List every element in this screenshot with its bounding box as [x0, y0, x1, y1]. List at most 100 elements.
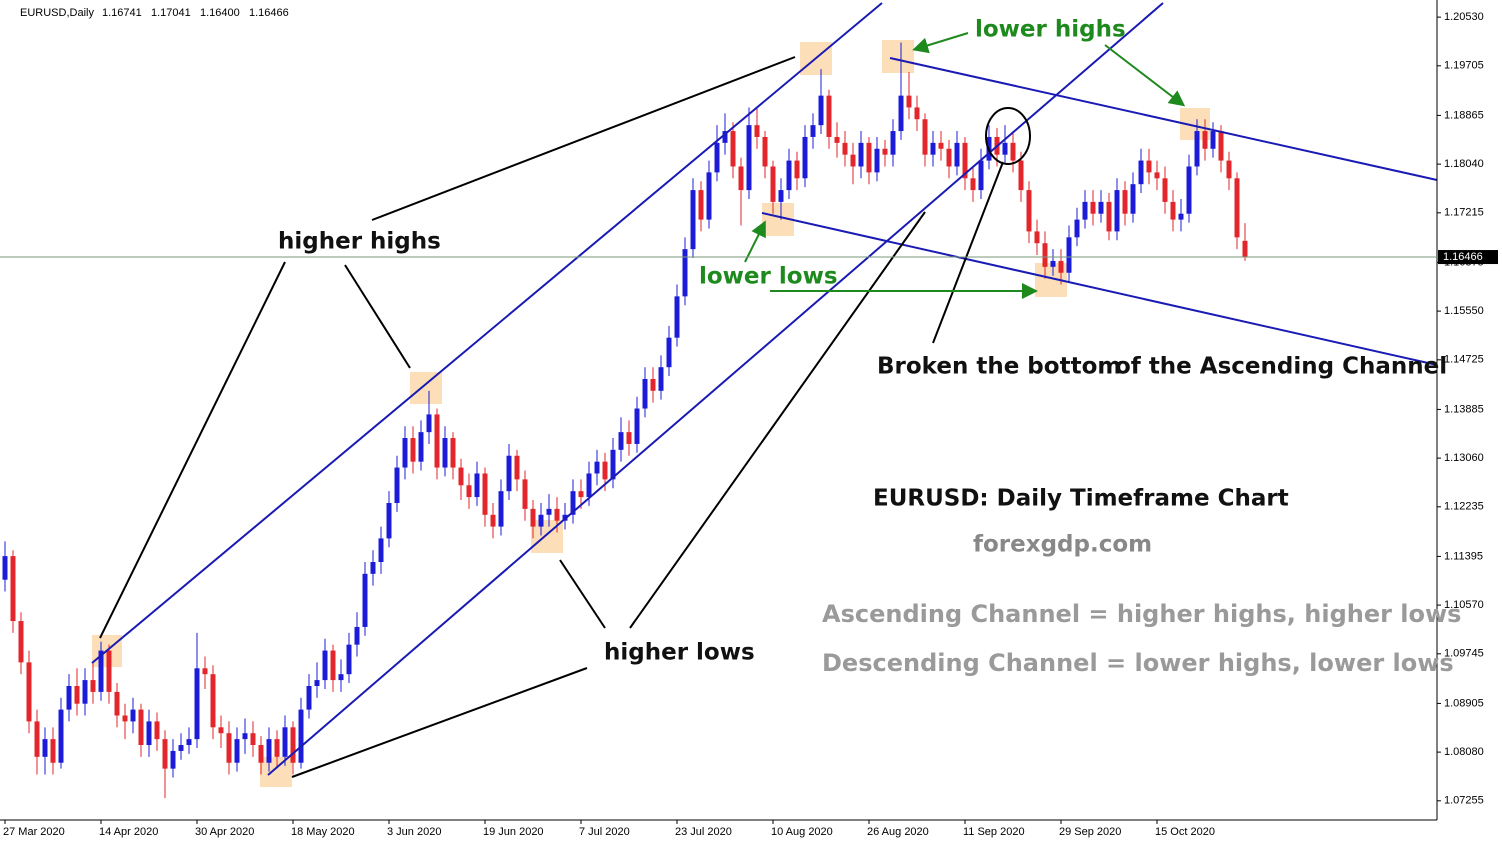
candle-body	[1026, 190, 1032, 232]
candle-body	[1122, 190, 1128, 214]
candle-body	[370, 562, 376, 574]
x-tick-label: 15 Oct 2020	[1155, 826, 1215, 838]
candle-body	[322, 650, 328, 681]
candle-body	[570, 491, 576, 515]
candle-body	[514, 455, 520, 480]
candle-body	[434, 414, 440, 468]
candle-body	[90, 680, 96, 692]
candle-body	[794, 160, 800, 179]
candle-body	[26, 662, 32, 722]
candle-body	[282, 727, 288, 757]
candle-body	[1178, 213, 1184, 220]
y-tick-label: 1.07255	[1444, 795, 1484, 807]
arrow	[1104, 44, 1186, 107]
candle-body	[210, 674, 216, 728]
candle-body	[1106, 201, 1112, 232]
y-tick-label: 1.08905	[1444, 697, 1484, 709]
x-tick-label: 19 Jun 2020	[483, 826, 544, 838]
candle-body	[850, 154, 856, 167]
chart-title: EURUSD: Daily Timeframe Chart	[873, 486, 1289, 512]
candle-body	[754, 125, 760, 137]
candle-body	[2, 556, 8, 580]
candle-body	[970, 178, 976, 191]
candle-body	[18, 621, 24, 663]
candle-body	[426, 414, 432, 433]
candle-body	[898, 95, 904, 132]
pointer-line	[371, 56, 796, 221]
candle-body	[346, 644, 352, 675]
candle-body	[1154, 172, 1160, 179]
channel-line	[889, 57, 1438, 181]
candle-body	[738, 166, 744, 191]
candle-body	[98, 650, 104, 692]
candle-body	[698, 190, 704, 220]
candle-body	[538, 514, 544, 527]
candle-body	[290, 727, 296, 763]
annotation: Broken the bottom	[877, 354, 1121, 380]
candle-body	[402, 438, 408, 468]
candle-body	[586, 473, 592, 498]
channel-line	[761, 212, 1438, 366]
candle-body	[162, 739, 168, 769]
x-tick-label: 26 Aug 2020	[867, 826, 929, 838]
candle-body	[778, 190, 784, 202]
channel-line	[91, 2, 883, 664]
candle-body	[818, 95, 824, 126]
candle-body	[170, 750, 176, 769]
header-open: 1.16741	[102, 7, 142, 19]
candle-body	[658, 367, 664, 391]
candle-body	[962, 142, 968, 179]
candle-body	[810, 125, 816, 137]
candle-body	[874, 148, 880, 173]
candle-body	[762, 136, 768, 167]
candle-body	[34, 721, 40, 757]
annotation: of the Ascending Channel	[1115, 354, 1447, 380]
candle-body	[1050, 260, 1056, 267]
candle-body	[546, 508, 552, 515]
candle-body	[554, 508, 560, 521]
highlight-box	[882, 40, 914, 73]
candle-body	[1058, 260, 1064, 273]
x-tick-label: 3 Jun 2020	[387, 826, 441, 838]
candle-body	[1074, 219, 1080, 238]
candle-body	[674, 296, 680, 338]
x-tick-label: 30 Apr 2020	[195, 826, 254, 838]
y-tick-label: 1.08080	[1444, 746, 1484, 758]
chart-subtitle: forexgdp.com	[973, 532, 1152, 558]
x-tick-label: 29 Sep 2020	[1059, 826, 1121, 838]
candle-body	[450, 438, 456, 468]
candle-body	[354, 626, 360, 645]
candle-body	[306, 685, 312, 710]
pointer-line	[629, 211, 926, 629]
candle-body	[338, 674, 344, 681]
definition: Descending Channel = lower highs, lower …	[822, 649, 1454, 677]
candle-body	[226, 733, 232, 763]
candle-body	[186, 739, 192, 746]
candle-body	[626, 432, 632, 444]
y-tick-label: 1.13060	[1444, 452, 1484, 464]
candle-body	[594, 461, 600, 474]
candle-body	[1234, 178, 1240, 238]
candle-body	[506, 455, 512, 492]
candle-body	[786, 160, 792, 191]
annotation: higher highs	[278, 229, 441, 255]
candle-body	[722, 131, 728, 143]
candle-body	[178, 745, 184, 751]
x-tick-label: 11 Sep 2020	[963, 826, 1025, 838]
pointer-line	[932, 161, 1004, 344]
candle-body	[530, 508, 536, 527]
candle-body	[1170, 201, 1176, 220]
candle-body	[114, 691, 120, 716]
candle-body	[1138, 160, 1144, 185]
candle-body	[746, 125, 752, 191]
candle-body	[74, 685, 80, 704]
x-tick-label: 23 Jul 2020	[675, 826, 732, 838]
candle-body	[946, 148, 952, 167]
break-circle	[985, 107, 1031, 165]
candle-body	[890, 131, 896, 155]
last-price-box	[1438, 250, 1498, 265]
arrow	[912, 32, 969, 54]
candle-body	[82, 680, 88, 704]
candle-body	[266, 739, 272, 763]
candle-body	[842, 142, 848, 155]
